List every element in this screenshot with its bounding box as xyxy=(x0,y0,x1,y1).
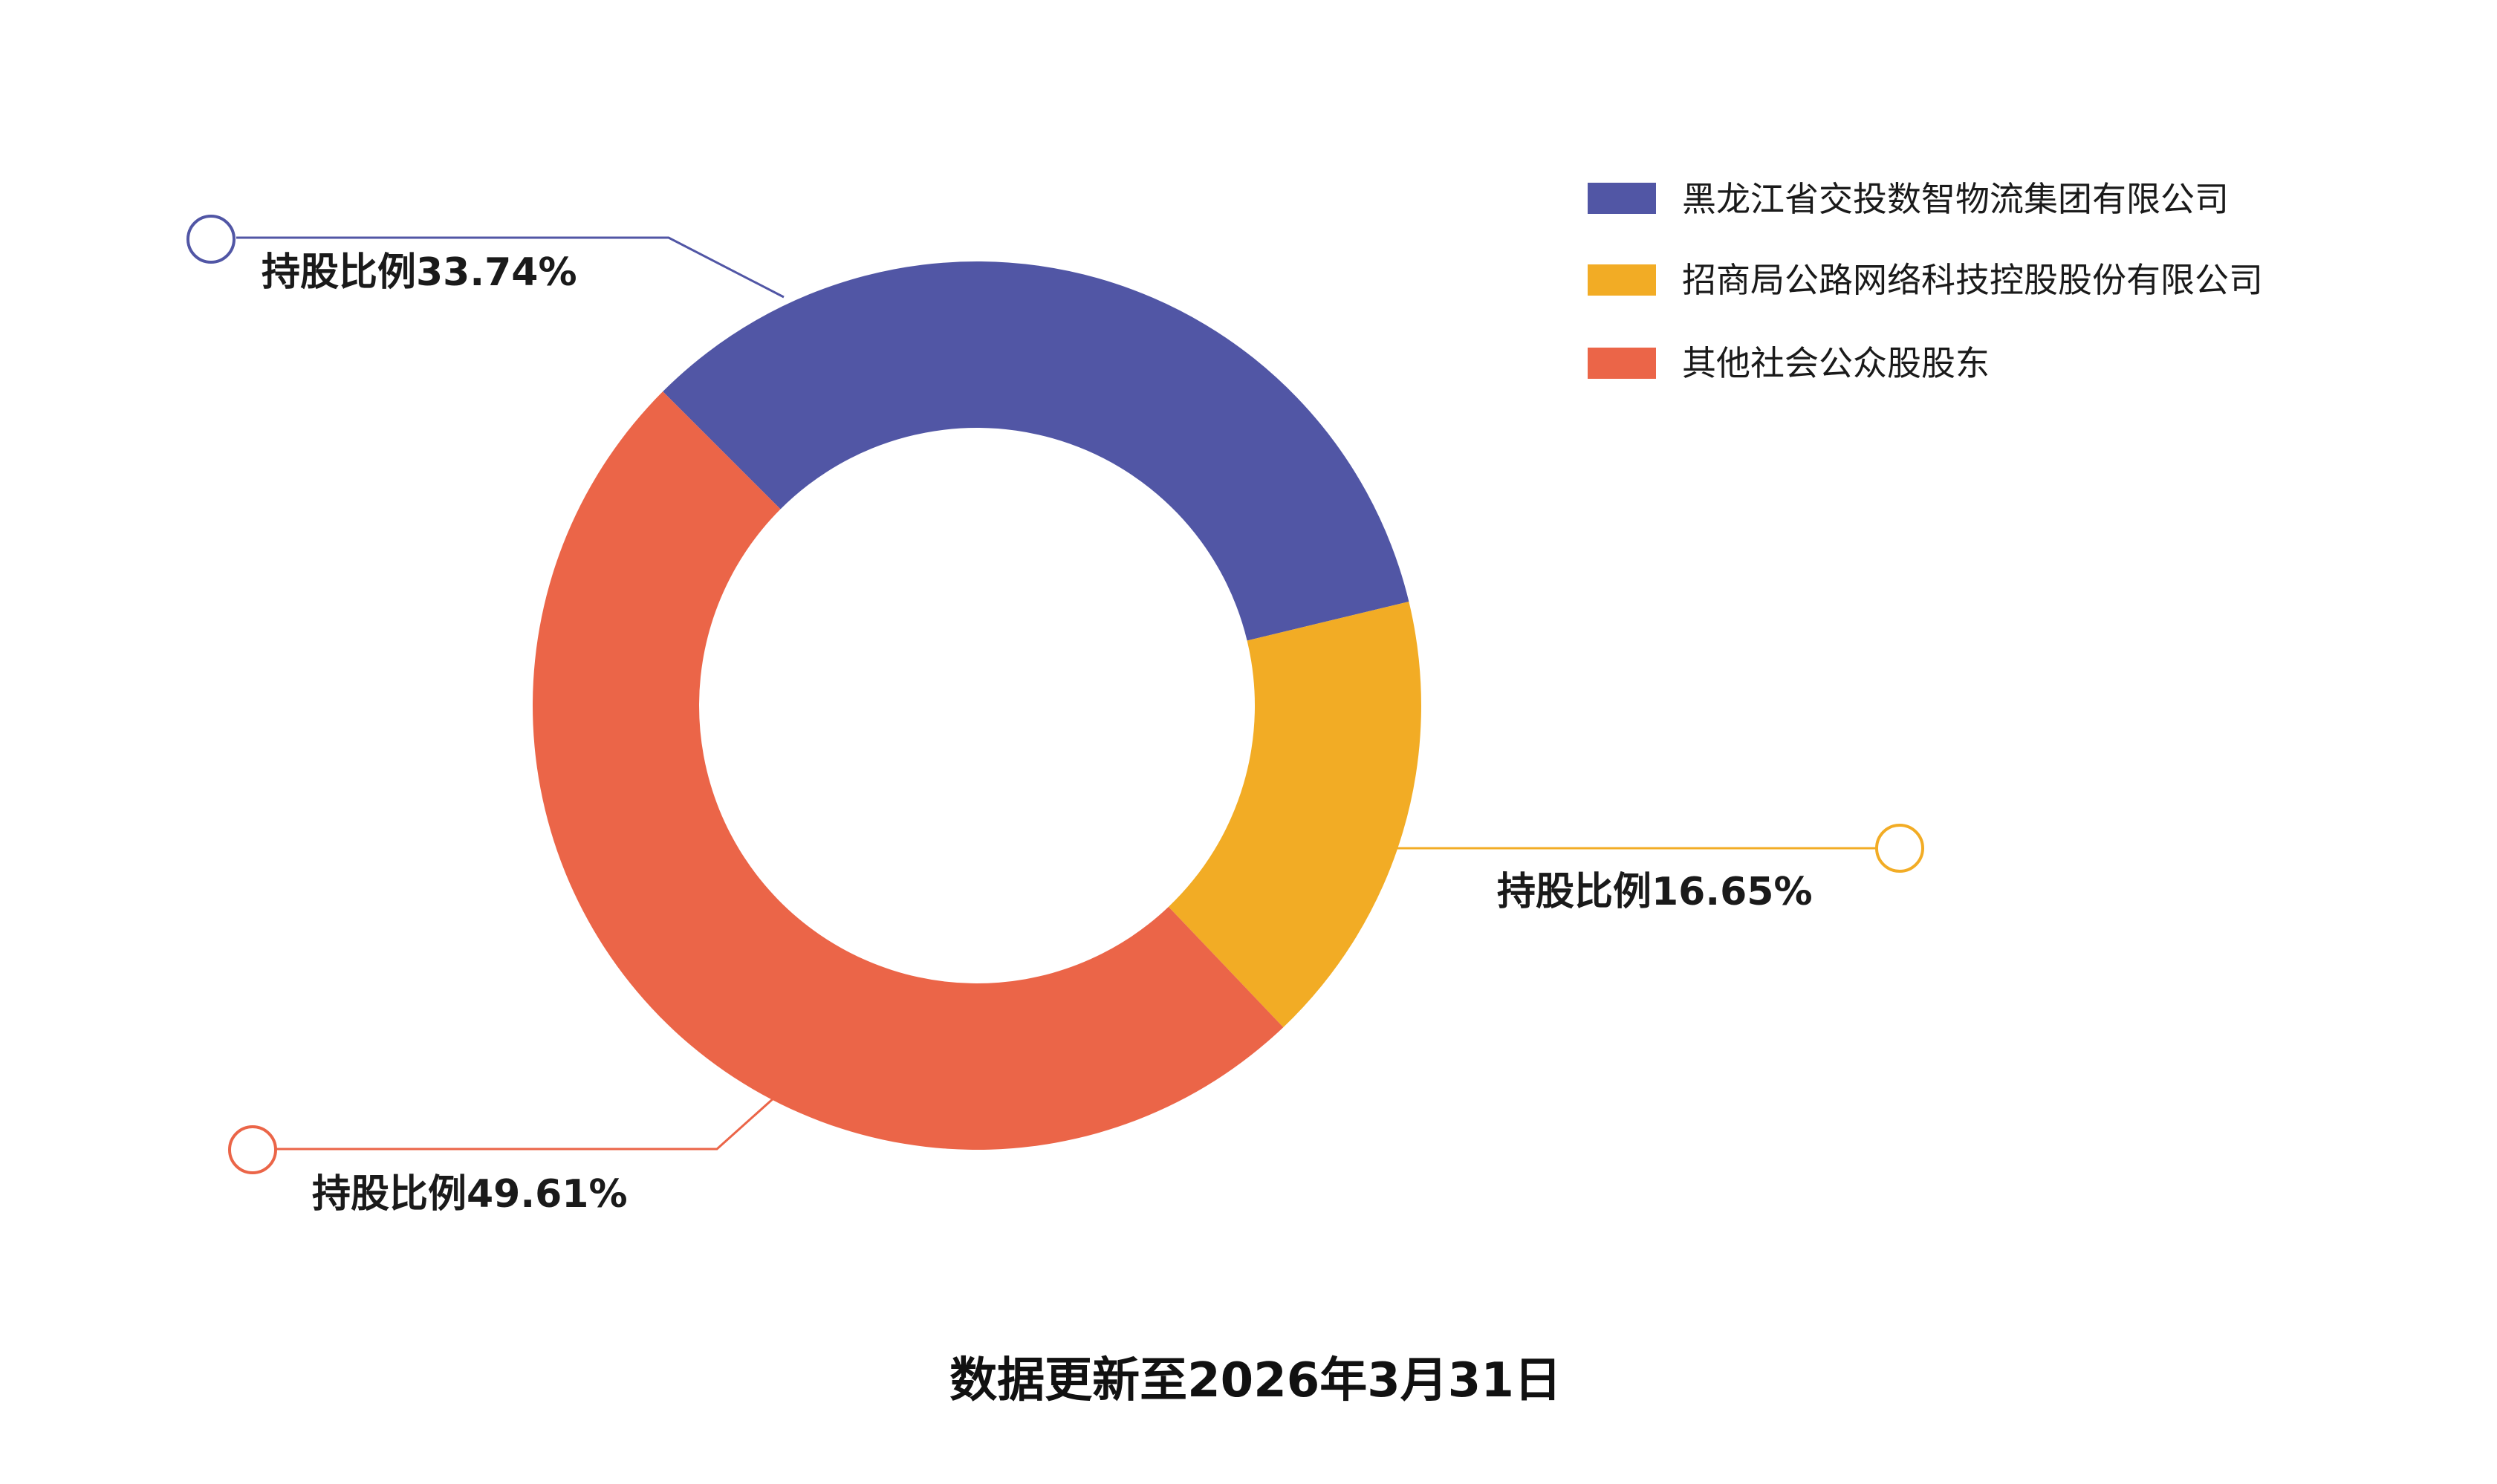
legend-label-2: 其他社会公众股股东 xyxy=(1682,343,1990,383)
data-update-note: 数据更新至2026年3月31日 xyxy=(949,1353,1562,1408)
pct-label-2: 持股比例49.61% xyxy=(312,1172,628,1217)
leader-line-0 xyxy=(236,236,785,299)
donut-slices xyxy=(532,261,1422,1151)
leader-line-2 xyxy=(276,1096,776,1151)
legend: 黑龙江省交投数智物流集团有限公司 招商局公路网络科技控股股份有限公司 其他社会公… xyxy=(1588,179,2263,383)
callout-1: 持股比例16.65% xyxy=(1388,824,1924,914)
legend-label-1: 招商局公路网络科技控股股份有限公司 xyxy=(1682,260,2263,300)
legend-item-1: 招商局公路网络科技控股股份有限公司 xyxy=(1588,260,2263,300)
legend-swatch-2 xyxy=(1588,348,1656,379)
leader-dot-2 xyxy=(228,1125,277,1174)
legend-label-0: 黑龙江省交投数智物流集团有限公司 xyxy=(1682,179,2229,219)
leader-dot-1 xyxy=(1875,824,1924,873)
pct-label-1: 持股比例16.65% xyxy=(1497,870,1813,914)
callout-2: 持股比例49.61% xyxy=(228,1096,776,1217)
legend-swatch-1 xyxy=(1588,264,1656,296)
pct-label-0: 持股比例33.74% xyxy=(262,250,577,295)
legend-item-0: 黑龙江省交投数智物流集团有限公司 xyxy=(1588,179,2229,219)
leader-dot-0 xyxy=(186,215,236,264)
callout-0: 持股比例33.74% xyxy=(186,215,785,299)
donut-slice-1 xyxy=(1168,602,1422,1028)
legend-item-2: 其他社会公众股股东 xyxy=(1588,343,1990,383)
donut-slice-0 xyxy=(663,261,1409,641)
donut-slice-2 xyxy=(532,391,1284,1151)
legend-swatch-0 xyxy=(1588,183,1656,214)
